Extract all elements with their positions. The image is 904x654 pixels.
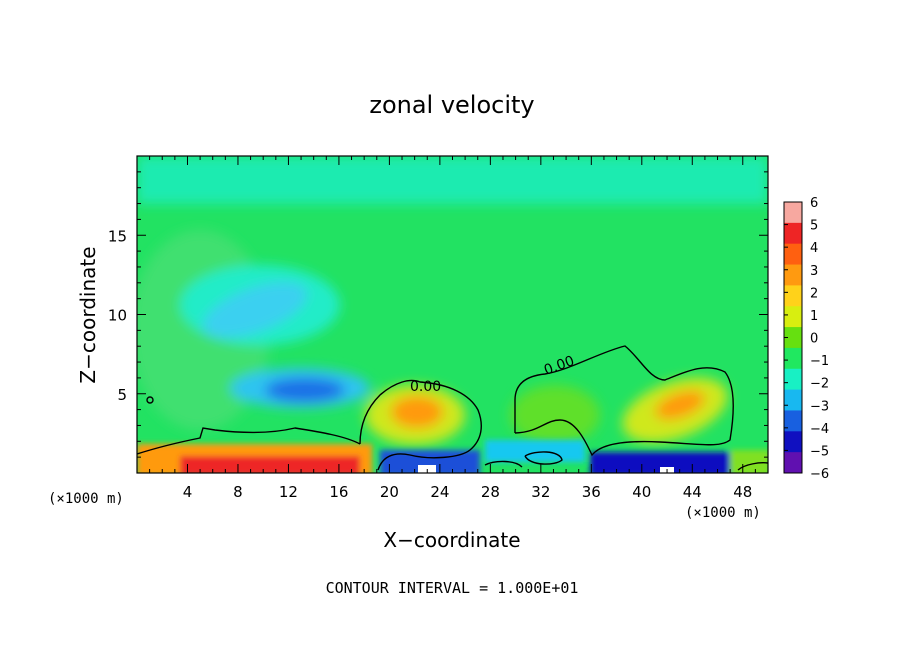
bottom-jet-negative-right — [590, 452, 730, 473]
zero-contours — [137, 345, 768, 471]
negative-core-upper — [202, 282, 308, 338]
central-lower-area — [510, 385, 600, 445]
positive-core-mid — [391, 396, 443, 428]
negative-core-lower — [265, 378, 345, 402]
colorbar-label: −1 — [810, 354, 829, 369]
heatmap-field — [137, 156, 768, 473]
colorbar-label: 0 — [810, 332, 818, 347]
contour-dot — [146, 396, 154, 404]
x-unit-left: (×1000 m) — [48, 491, 124, 507]
y-tick-label: 5 — [117, 386, 127, 404]
x-tick-label: 28 — [481, 483, 500, 501]
colorbar-label: −3 — [810, 399, 829, 414]
contour-right — [514, 345, 734, 457]
x-tick-label: 4 — [183, 483, 193, 501]
colorbar-label: 2 — [810, 286, 818, 301]
colorbar-swatch — [784, 431, 802, 453]
x-axis: 4 8 12 16 20 24 28 32 36 40 44 48 — [136, 156, 769, 501]
contour-interval-text: CONTOUR INTERVAL = 1.000E+01 — [326, 579, 579, 597]
contour-left — [137, 427, 361, 455]
colorbar-swatch — [784, 285, 802, 307]
x-tick-label: 44 — [683, 483, 702, 501]
colorbar-label: 6 — [810, 196, 818, 211]
contour-mid — [359, 379, 482, 471]
contour-small-2 — [484, 460, 523, 468]
positive-core-right — [655, 390, 705, 420]
upper-band — [137, 156, 768, 204]
colorbar-label: 4 — [810, 241, 818, 256]
x-tick-label: 16 — [329, 483, 348, 501]
colorbar-swatch — [784, 264, 802, 286]
x-tick-label: 32 — [531, 483, 550, 501]
colorbar-label: −5 — [810, 444, 829, 459]
contour-label-left: 0.00 — [410, 379, 441, 395]
x-tick-label: 12 — [279, 483, 298, 501]
x-tick-label: 48 — [733, 483, 752, 501]
colorbar-label: 3 — [810, 264, 818, 279]
y-axis: 5 10 15 — [108, 155, 768, 474]
x-tick-label: 8 — [233, 483, 243, 501]
bottom-cyan-mid — [485, 440, 585, 462]
colorbar-swatch — [784, 410, 802, 432]
y-tick-label: 10 — [108, 307, 127, 325]
colorbar-label: −6 — [810, 467, 829, 482]
chart-title: zonal velocity — [369, 91, 534, 119]
colorbar-swatch — [784, 389, 802, 411]
y-axis-label: Z−coordinate — [76, 246, 100, 383]
colorbar-swatch — [784, 347, 802, 370]
x-tick-label: 36 — [582, 483, 601, 501]
colorbar: 6 5 4 3 2 1 0 −1 −2 −3 −4 −5 −6 — [783, 196, 829, 482]
colorbar-swatch — [784, 327, 802, 349]
colorbar-swatch — [784, 306, 802, 328]
colorbar-swatch — [784, 243, 802, 266]
contour-small-1 — [524, 451, 563, 465]
colorbar-label: −2 — [810, 377, 829, 392]
colorbar-label: −4 — [810, 422, 829, 437]
bottom-cyan-right — [730, 450, 768, 473]
x-tick-label: 40 — [632, 483, 651, 501]
bottom-jet-positive-core — [180, 456, 360, 473]
x-axis-label: X−coordinate — [383, 528, 520, 552]
contour-small-3 — [737, 462, 768, 471]
x-tick-label: 20 — [380, 483, 399, 501]
colorbar-swatch — [784, 452, 802, 474]
colorbar-label: 5 — [810, 219, 818, 234]
colorbar-swatch — [784, 222, 802, 245]
colorbar-label: 1 — [810, 309, 818, 324]
x-tick-label: 24 — [430, 483, 449, 501]
colorbar-swatch — [784, 368, 802, 391]
x-unit-right: (×1000 m) — [685, 505, 761, 521]
colorbar-swatch — [784, 202, 802, 224]
y-tick-label: 15 — [108, 227, 127, 245]
